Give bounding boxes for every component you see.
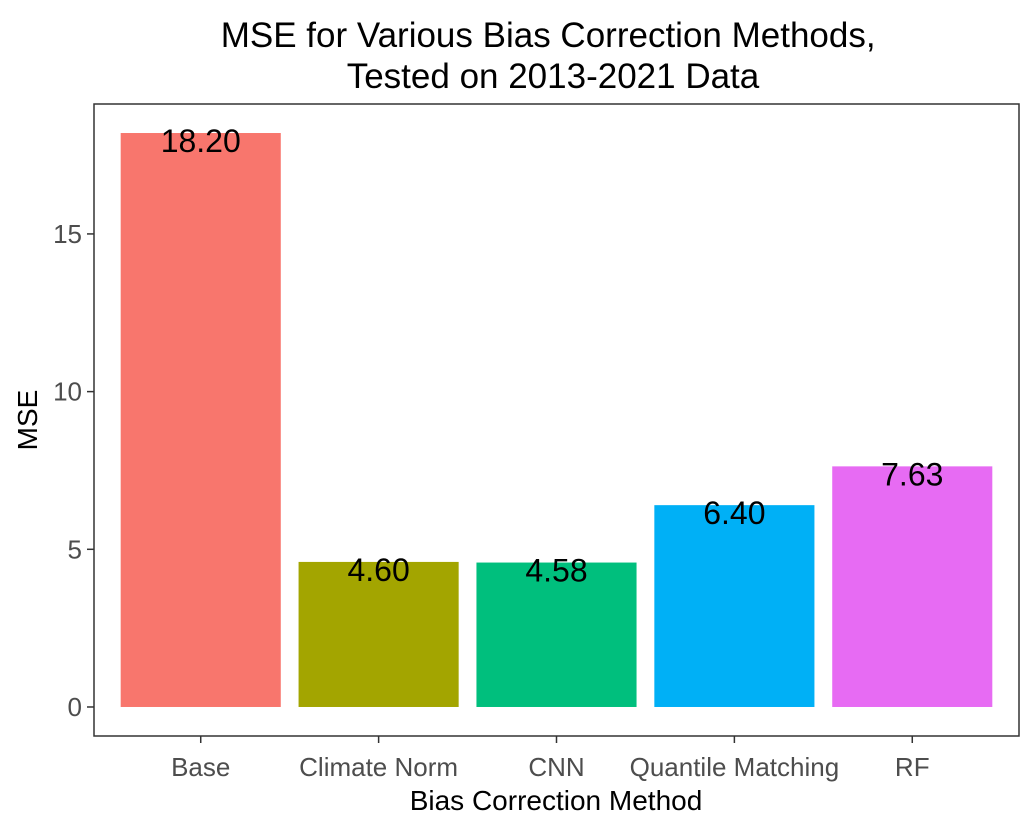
bar-rf — [832, 466, 993, 707]
x-tick-label: Quantile Matching — [630, 752, 840, 782]
bar-quantile-matching — [654, 505, 815, 707]
y-axis: 0 5 10 15 — [53, 219, 94, 722]
x-tick-label: CNN — [528, 752, 584, 782]
chart-title: MSE for Various Bias Correction Methods,… — [221, 16, 886, 96]
data-label: 4.58 — [525, 553, 587, 589]
x-tick-label: Base — [171, 752, 230, 782]
data-label: 7.63 — [881, 456, 943, 492]
bar-cnn — [476, 562, 637, 707]
y-tick-label: 5 — [68, 534, 82, 564]
x-tick-label: RF — [895, 752, 930, 782]
data-label: 18.20 — [161, 123, 241, 159]
data-label: 6.40 — [703, 495, 765, 531]
x-axis-title: Bias Correction Method — [410, 785, 703, 816]
y-tick-label: 15 — [53, 219, 82, 249]
chart-title-line-2: Tested on 2013-2021 Data — [347, 57, 760, 96]
data-labels: 18.20 4.60 4.58 6.40 7.63 — [161, 123, 944, 589]
data-label: 4.60 — [347, 552, 409, 588]
y-axis-title: MSE — [12, 390, 43, 451]
x-tick-label: Climate Norm — [299, 752, 458, 782]
y-tick-label: 10 — [53, 377, 82, 407]
bar-climate-norm — [298, 561, 459, 707]
x-axis: Base Climate Norm CNN Quantile Matching RF — [171, 736, 930, 782]
y-tick-label: 0 — [68, 692, 82, 722]
bar-base — [120, 133, 281, 707]
chart-title-line-1: MSE for Various Bias Correction Methods, — [221, 16, 876, 55]
bars — [120, 133, 993, 707]
